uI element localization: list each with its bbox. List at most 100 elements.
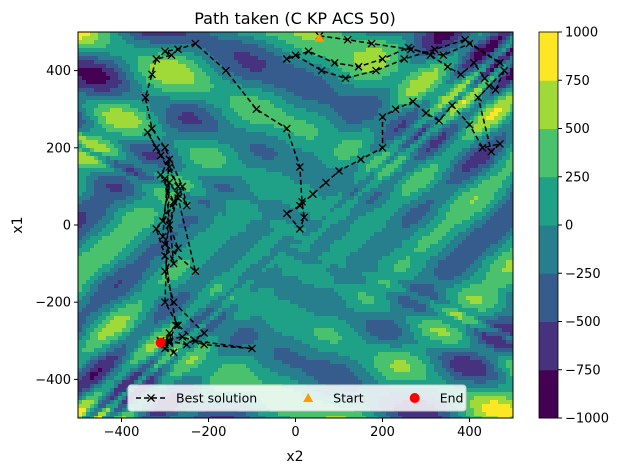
contour-cell bbox=[134, 184, 139, 189]
contour-cell bbox=[242, 184, 247, 189]
contour-cell bbox=[78, 152, 83, 157]
contour-cell bbox=[378, 152, 383, 157]
contour-cell bbox=[502, 160, 507, 165]
contour-cell bbox=[86, 32, 91, 37]
contour-cell bbox=[386, 184, 391, 189]
contour-cell bbox=[390, 108, 395, 113]
contour-cell bbox=[418, 92, 423, 97]
contour-cell bbox=[86, 136, 91, 141]
contour-cell bbox=[222, 132, 227, 137]
contour-cell bbox=[82, 100, 87, 105]
contour-cell bbox=[298, 32, 303, 37]
contour-cell bbox=[410, 212, 415, 217]
contour-cell bbox=[298, 188, 303, 193]
contour-cell bbox=[366, 108, 371, 113]
contour-cell bbox=[278, 88, 283, 93]
contour-cell bbox=[322, 100, 327, 105]
contour-cell bbox=[434, 132, 439, 137]
contour-cell bbox=[174, 104, 179, 109]
contour-cell bbox=[130, 144, 135, 149]
contour-cell bbox=[414, 116, 419, 121]
contour-cell bbox=[350, 148, 355, 153]
contour-cell bbox=[338, 60, 343, 65]
contour-cell bbox=[110, 96, 115, 101]
contour-cell bbox=[134, 148, 139, 153]
contour-cell bbox=[242, 116, 247, 121]
contour-cell bbox=[206, 76, 211, 81]
contour-cell bbox=[226, 156, 231, 161]
contour-cell bbox=[114, 96, 119, 101]
contour-cell bbox=[302, 64, 307, 69]
contour-cell bbox=[406, 88, 411, 93]
contour-cell bbox=[394, 196, 399, 201]
contour-cell bbox=[142, 176, 147, 181]
contour-cell bbox=[90, 96, 95, 101]
contour-cell bbox=[470, 160, 475, 165]
contour-cell bbox=[358, 112, 363, 117]
contour-cell bbox=[402, 152, 407, 157]
contour-cell bbox=[354, 120, 359, 125]
contour-cell bbox=[210, 188, 215, 193]
contour-cell bbox=[306, 168, 311, 173]
contour-cell bbox=[490, 96, 495, 101]
contour-cell bbox=[194, 168, 199, 173]
contour-cell bbox=[246, 172, 251, 177]
contour-cell bbox=[454, 156, 459, 161]
contour-cell bbox=[334, 44, 339, 49]
contour-cell bbox=[330, 152, 335, 157]
contour-cell bbox=[366, 112, 371, 117]
contour-cell bbox=[230, 156, 235, 161]
contour-cell bbox=[146, 200, 151, 205]
contour-cell bbox=[366, 192, 371, 197]
contour-cell bbox=[182, 44, 187, 49]
contour-cell bbox=[502, 84, 507, 89]
contour-cell bbox=[330, 112, 335, 117]
contour-cell bbox=[142, 32, 147, 37]
contour-cell bbox=[394, 148, 399, 153]
contour-cell bbox=[298, 108, 303, 113]
contour-cell bbox=[310, 36, 315, 41]
contour-cell bbox=[322, 196, 327, 201]
contour-cell bbox=[202, 196, 207, 201]
contour-cell bbox=[222, 124, 227, 129]
contour-cell bbox=[202, 48, 207, 53]
contour-cell bbox=[478, 60, 483, 65]
contour-cell bbox=[510, 112, 513, 117]
contour-cell bbox=[474, 124, 479, 129]
contour-cell bbox=[294, 60, 299, 65]
contour-cell bbox=[366, 120, 371, 125]
contour-cell bbox=[118, 32, 123, 37]
contour-cell bbox=[410, 120, 415, 125]
contour-cell bbox=[354, 192, 359, 197]
contour-cell bbox=[178, 88, 183, 93]
contour-cell bbox=[454, 176, 459, 181]
contour-cell bbox=[262, 212, 267, 217]
contour-cell bbox=[306, 68, 311, 73]
contour-cell bbox=[162, 88, 167, 93]
contour-cell bbox=[438, 160, 443, 165]
contour-cell bbox=[434, 100, 439, 105]
contour-cell bbox=[234, 40, 239, 45]
contour-cell bbox=[450, 172, 455, 177]
contour-cell bbox=[154, 148, 159, 153]
contour-cell bbox=[146, 172, 151, 177]
contour-cell bbox=[390, 32, 395, 37]
contour-cell bbox=[94, 64, 99, 69]
contour-cell bbox=[330, 176, 335, 181]
contour-cell bbox=[322, 32, 327, 37]
contour-cell bbox=[486, 160, 491, 165]
contour-cell bbox=[330, 88, 335, 93]
contour-cell bbox=[206, 184, 211, 189]
contour-cell bbox=[366, 176, 371, 181]
contour-cell bbox=[118, 164, 123, 169]
contour-cell bbox=[346, 140, 351, 145]
contour-cell bbox=[206, 180, 211, 185]
contour-cell bbox=[278, 100, 283, 105]
contour-cell bbox=[154, 164, 159, 169]
contour-cell bbox=[242, 168, 247, 173]
contour-cell bbox=[118, 112, 123, 117]
contour-cell bbox=[394, 144, 399, 149]
contour-cell bbox=[190, 48, 195, 53]
contour-cell bbox=[406, 124, 411, 129]
contour-cell bbox=[214, 116, 219, 121]
